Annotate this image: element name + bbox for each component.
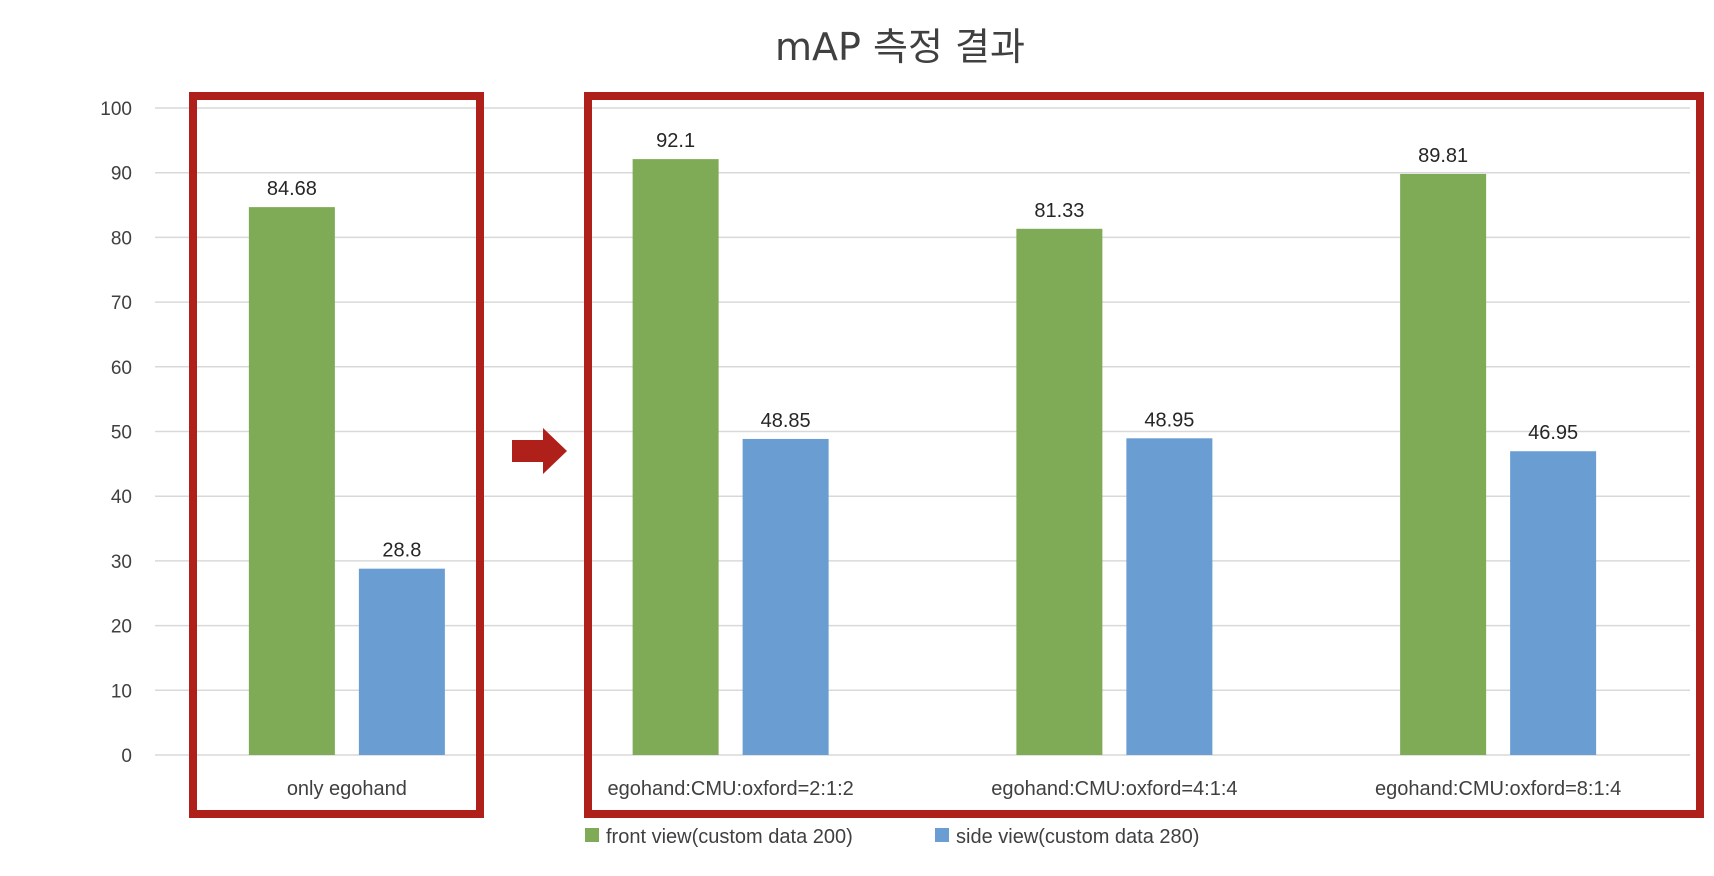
bar-front-2 bbox=[1016, 228, 1103, 755]
data-label: 81.33 bbox=[1034, 200, 1084, 222]
bar-side-0 bbox=[358, 568, 445, 755]
data-label: 48.85 bbox=[761, 410, 811, 432]
y-tick-label: 0 bbox=[121, 746, 132, 767]
data-label: 92.1 bbox=[656, 130, 695, 152]
chart-title: mAP 측정 결과 bbox=[775, 25, 1025, 69]
bar-side-1 bbox=[742, 438, 829, 755]
data-label: 48.95 bbox=[1144, 409, 1194, 431]
y-tick-label: 100 bbox=[100, 99, 132, 120]
right-arrow-icon bbox=[512, 428, 567, 474]
x-category-label: egohand:CMU:oxford=2:1:2 bbox=[607, 778, 853, 800]
x-category-label: only egohand bbox=[287, 778, 407, 800]
y-axis: 0 10 20 30 40 50 60 70 80 90 100 bbox=[100, 99, 132, 767]
highlight-boxes bbox=[189, 92, 1704, 818]
data-label: 84.68 bbox=[267, 178, 317, 200]
bar-side-3 bbox=[1510, 451, 1597, 755]
legend-label: side view(custom data 280) bbox=[956, 826, 1199, 848]
y-tick-label: 80 bbox=[111, 228, 132, 249]
data-label: 46.95 bbox=[1528, 422, 1578, 444]
y-tick-label: 40 bbox=[111, 487, 132, 508]
data-labels: 84.68 28.8 92.1 48.85 81.33 48.95 89.81 46.95 bbox=[267, 130, 1578, 562]
legend-label: front view(custom data 200) bbox=[606, 826, 853, 848]
y-tick-label: 60 bbox=[111, 358, 132, 379]
bar-front-1 bbox=[632, 159, 719, 755]
bar-front-0 bbox=[248, 207, 335, 755]
legend: front view(custom data 200) side view(cus… bbox=[585, 826, 1199, 848]
y-tick-label: 70 bbox=[111, 293, 132, 314]
legend-swatch bbox=[935, 828, 949, 842]
bars bbox=[248, 159, 1597, 755]
y-tick-label: 20 bbox=[111, 617, 132, 638]
bar-side-2 bbox=[1126, 438, 1213, 755]
highlight-box-baseline bbox=[189, 92, 484, 818]
legend-swatch bbox=[585, 828, 599, 842]
y-tick-label: 90 bbox=[111, 164, 132, 185]
y-tick-label: 10 bbox=[111, 681, 132, 702]
x-category-label: egohand:CMU:oxford=4:1:4 bbox=[991, 778, 1237, 800]
data-label: 28.8 bbox=[382, 540, 421, 562]
highlight-box-mixed bbox=[584, 92, 1704, 818]
y-tick-label: 30 bbox=[111, 552, 132, 573]
y-tick-label: 50 bbox=[111, 423, 132, 444]
bar-front-3 bbox=[1400, 173, 1487, 755]
x-category-label: egohand:CMU:oxford=8:1:4 bbox=[1375, 778, 1621, 800]
data-label: 89.81 bbox=[1418, 145, 1468, 167]
x-axis: only egohand egohand:CMU:oxford=2:1:2 egoh… bbox=[287, 778, 1621, 800]
right-arrow-shape bbox=[512, 428, 567, 474]
